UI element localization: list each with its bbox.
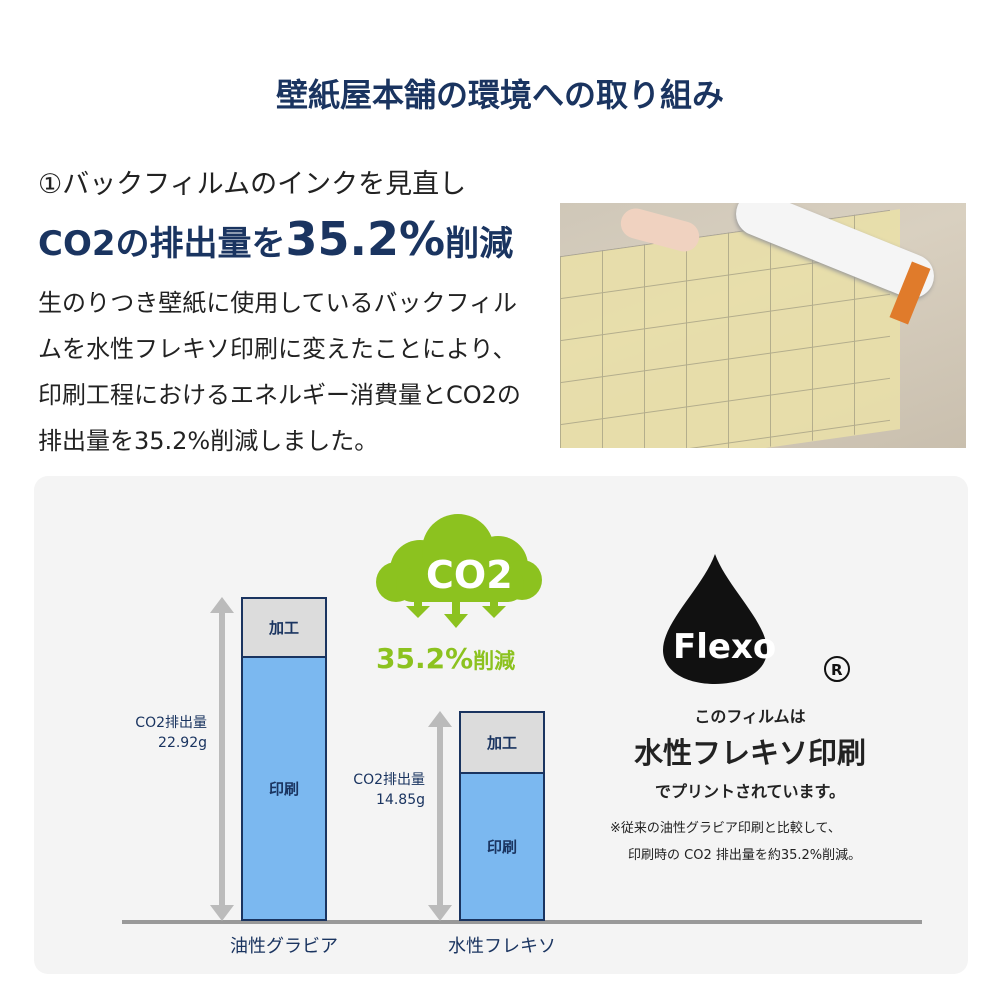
co2-cloud-icon: CO2	[376, 514, 542, 628]
total-label-title: CO2排出量	[135, 715, 207, 731]
total-label-title: CO2排出量	[353, 772, 425, 789]
page-title: 壁紙屋本舗の環境への取り組み	[275, 76, 724, 114]
wallpaper-roll-photo	[560, 203, 966, 448]
flexo-line3: でプリントされています。	[655, 782, 845, 801]
chart-baseline	[122, 920, 922, 924]
headline: CO2の排出量を35.2%削減	[38, 212, 513, 266]
bar-segment-printing: 印刷	[243, 657, 325, 919]
flexo-note1: ※従来の油性グラビア印刷と比較して、	[610, 821, 841, 836]
body-text: 生のりつき壁紙に使用しているバックフィルムを水性フレキソ印刷に変えたことにより、…	[38, 289, 521, 455]
category-label: 水性フレキソ	[448, 936, 556, 957]
headline-post: 削減	[445, 224, 514, 264]
height-arrow-icon	[210, 597, 234, 921]
section-subtitle: ①バックフィルムのインクを見直し	[38, 169, 467, 200]
height-arrow-icon	[428, 711, 452, 921]
flexo-line2: 水性フレキソ印刷	[633, 736, 866, 770]
flexo-drop-logo: Flexo R	[663, 554, 850, 684]
category-label: 油性グラビア	[230, 936, 338, 957]
headline-value: 35.2%	[285, 212, 446, 266]
bar-1: 加工 印刷	[459, 711, 545, 921]
cloud-text: CO2	[426, 553, 513, 597]
flexo-note2: 印刷時の CO2 排出量を約35.2%削減。	[628, 848, 862, 863]
flexo-logo-text: Flexo	[673, 627, 776, 667]
reduction-suffix: 削減	[473, 649, 516, 673]
total-label: CO2排出量 22.92g	[92, 713, 207, 753]
reduction-label: 35.2%削減	[376, 642, 515, 675]
bar-segment-printing: 印刷	[461, 773, 543, 919]
total-label-value: 14.85g	[376, 792, 425, 809]
bar-0: 加工 印刷	[241, 597, 327, 921]
reduction-value: 35.2%	[376, 642, 474, 675]
total-label: CO2排出量 14.85g	[310, 770, 425, 810]
total-label-value: 22.92g	[158, 735, 207, 751]
svg-text:R: R	[831, 661, 843, 679]
headline-pre: CO2の排出量を	[38, 224, 286, 264]
bar-segment-processing: 加工	[461, 713, 543, 774]
bar-segment-processing: 加工	[243, 599, 325, 658]
flexo-line1: このフィルムは	[694, 707, 806, 726]
